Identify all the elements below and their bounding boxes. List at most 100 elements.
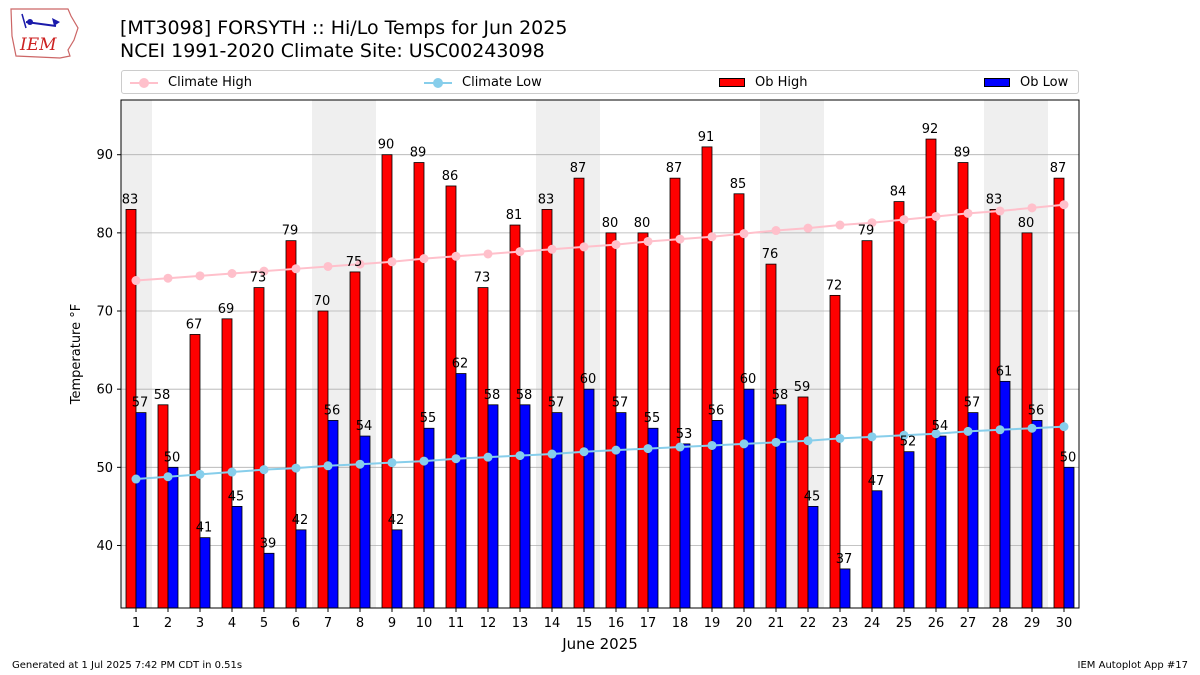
y-tick-label-70: 70 <box>96 305 113 320</box>
climate-high-point-27 <box>963 208 973 218</box>
gridlines <box>121 154 1079 546</box>
ob-high-bar-9 <box>381 154 393 609</box>
ob-low-bar-22 <box>807 505 819 609</box>
y-tick-label-60: 60 <box>96 383 113 398</box>
climate-low-point-22 <box>803 436 813 446</box>
ob-high-label-2: 58 <box>154 388 171 403</box>
climate-low-point-17 <box>643 444 653 454</box>
ob-low-bar-15 <box>583 388 595 609</box>
climate-high-point-24 <box>867 218 877 228</box>
ob-low-bar-10 <box>423 427 435 609</box>
x-tick-label-14: 14 <box>544 616 561 631</box>
climate-low-point-20 <box>739 439 749 449</box>
ob-high-bar-14 <box>541 209 553 609</box>
climate-high-point-28 <box>995 206 1005 216</box>
climate-low-point-8 <box>355 459 365 469</box>
ob-low-bar-24 <box>871 490 883 609</box>
y-axis-label: Temperature °F <box>69 304 84 405</box>
climate-high-point-23 <box>835 220 845 230</box>
x-tick-label-1: 1 <box>132 616 140 631</box>
weekend-band-5 <box>984 100 1048 608</box>
plot-frame <box>120 99 1080 609</box>
climate-low-point-23 <box>835 433 845 443</box>
climate-low-point-11 <box>451 454 461 464</box>
ob-high-bar-26 <box>925 138 937 609</box>
climate-low-point-24 <box>867 432 877 442</box>
ob-low-label-4: 45 <box>228 489 245 504</box>
ob-high-label-3: 67 <box>186 317 203 332</box>
ob-low-bar-30 <box>1063 466 1075 609</box>
ob-high-bar-12 <box>477 287 489 609</box>
legend-climate-low: Climate Low <box>424 75 542 90</box>
climate-high-point-8 <box>355 259 365 269</box>
ob-high-label-11: 86 <box>442 169 459 184</box>
ob-high-bar-19 <box>701 146 713 609</box>
climate-high-point-22 <box>803 223 813 233</box>
ob-low-label-10: 55 <box>420 411 437 426</box>
climate-low-point-27 <box>963 426 973 436</box>
ob-high-bar-3 <box>189 334 201 609</box>
ob-high-label-1: 83 <box>122 192 139 207</box>
climate-high-point-25 <box>899 215 909 225</box>
ob-high-label-19: 91 <box>698 130 715 145</box>
ob-low-bar-16 <box>615 412 627 609</box>
ob-low-bar-11 <box>455 373 467 609</box>
x-tick-label-24: 24 <box>864 616 881 631</box>
x-tick-label-22: 22 <box>800 616 817 631</box>
ob-high-label-23: 72 <box>826 278 843 293</box>
ob-low-bar-6 <box>295 529 307 609</box>
ob-low-label-30: 50 <box>1060 450 1077 465</box>
ob-low-label-5: 39 <box>260 536 277 551</box>
climate-low-point-9 <box>387 458 397 468</box>
ob-high-label-21: 76 <box>762 247 779 262</box>
ob-low-label-27: 57 <box>964 396 981 411</box>
ob-low-label-28: 61 <box>996 364 1013 379</box>
legend-ob-low-label: Ob Low <box>1020 75 1069 90</box>
ob-high-bar-10 <box>413 162 425 609</box>
x-tick-label-20: 20 <box>736 616 753 631</box>
ob-high-bar-7 <box>317 310 329 609</box>
ob-low-bar-2 <box>167 466 179 609</box>
x-tick-label-6: 6 <box>292 616 300 631</box>
x-tick-label-28: 28 <box>992 616 1009 631</box>
ob-low-bar-5 <box>263 552 275 609</box>
ob-high-bar-21 <box>765 263 777 609</box>
ob-low-label-19: 56 <box>708 403 725 418</box>
climate-high-point-9 <box>387 257 397 267</box>
climate-low-point-26 <box>931 429 941 439</box>
ob-high-label-25: 84 <box>890 185 907 200</box>
ob-high-label-29: 80 <box>1018 216 1035 231</box>
legend-ob-low: Ob Low <box>984 75 1068 90</box>
ob-low-bar-19 <box>711 420 723 609</box>
ob-low-bar-28 <box>999 380 1011 609</box>
ob-low-bar-21 <box>775 404 787 609</box>
ob-low-label-2: 50 <box>164 450 181 465</box>
ob-low-label-26: 54 <box>932 419 949 434</box>
ob-high-label-10: 89 <box>410 146 427 161</box>
climate-low-point-12 <box>483 452 493 462</box>
ob-low-bar-13 <box>519 404 531 609</box>
climate-high-point-4 <box>227 269 237 279</box>
climate-low-point-21 <box>771 437 781 447</box>
ob-high-bar-4 <box>221 318 233 609</box>
climate-low-point-7 <box>323 461 333 471</box>
ob-high-label-24: 79 <box>858 224 875 239</box>
ob-high-bar-24 <box>861 240 873 609</box>
climate-low-point-3 <box>195 469 205 479</box>
x-tick-label-4: 4 <box>228 616 236 631</box>
x-tick-label-11: 11 <box>448 616 465 631</box>
chart-subtitle: NCEI 1991-2020 Climate Site: USC00243098 <box>120 40 545 62</box>
ob-high-label-13: 81 <box>506 208 523 223</box>
ob-high-bar-1 <box>125 209 137 609</box>
ob-low-label-17: 55 <box>644 411 661 426</box>
climate-low-point-1 <box>131 474 141 484</box>
climate-low-point-14 <box>547 449 557 459</box>
ob-high-bar-28 <box>989 209 1001 609</box>
legend-ob-high-label: Ob High <box>755 75 808 90</box>
climate-high-point-15 <box>579 242 589 252</box>
ob-low-bar-9 <box>391 529 403 609</box>
ob-high-bar-15 <box>573 177 585 609</box>
ob-low-label-25: 52 <box>900 435 917 450</box>
ob-low-label-20: 60 <box>740 372 757 387</box>
climate-high-point-13 <box>515 247 525 257</box>
